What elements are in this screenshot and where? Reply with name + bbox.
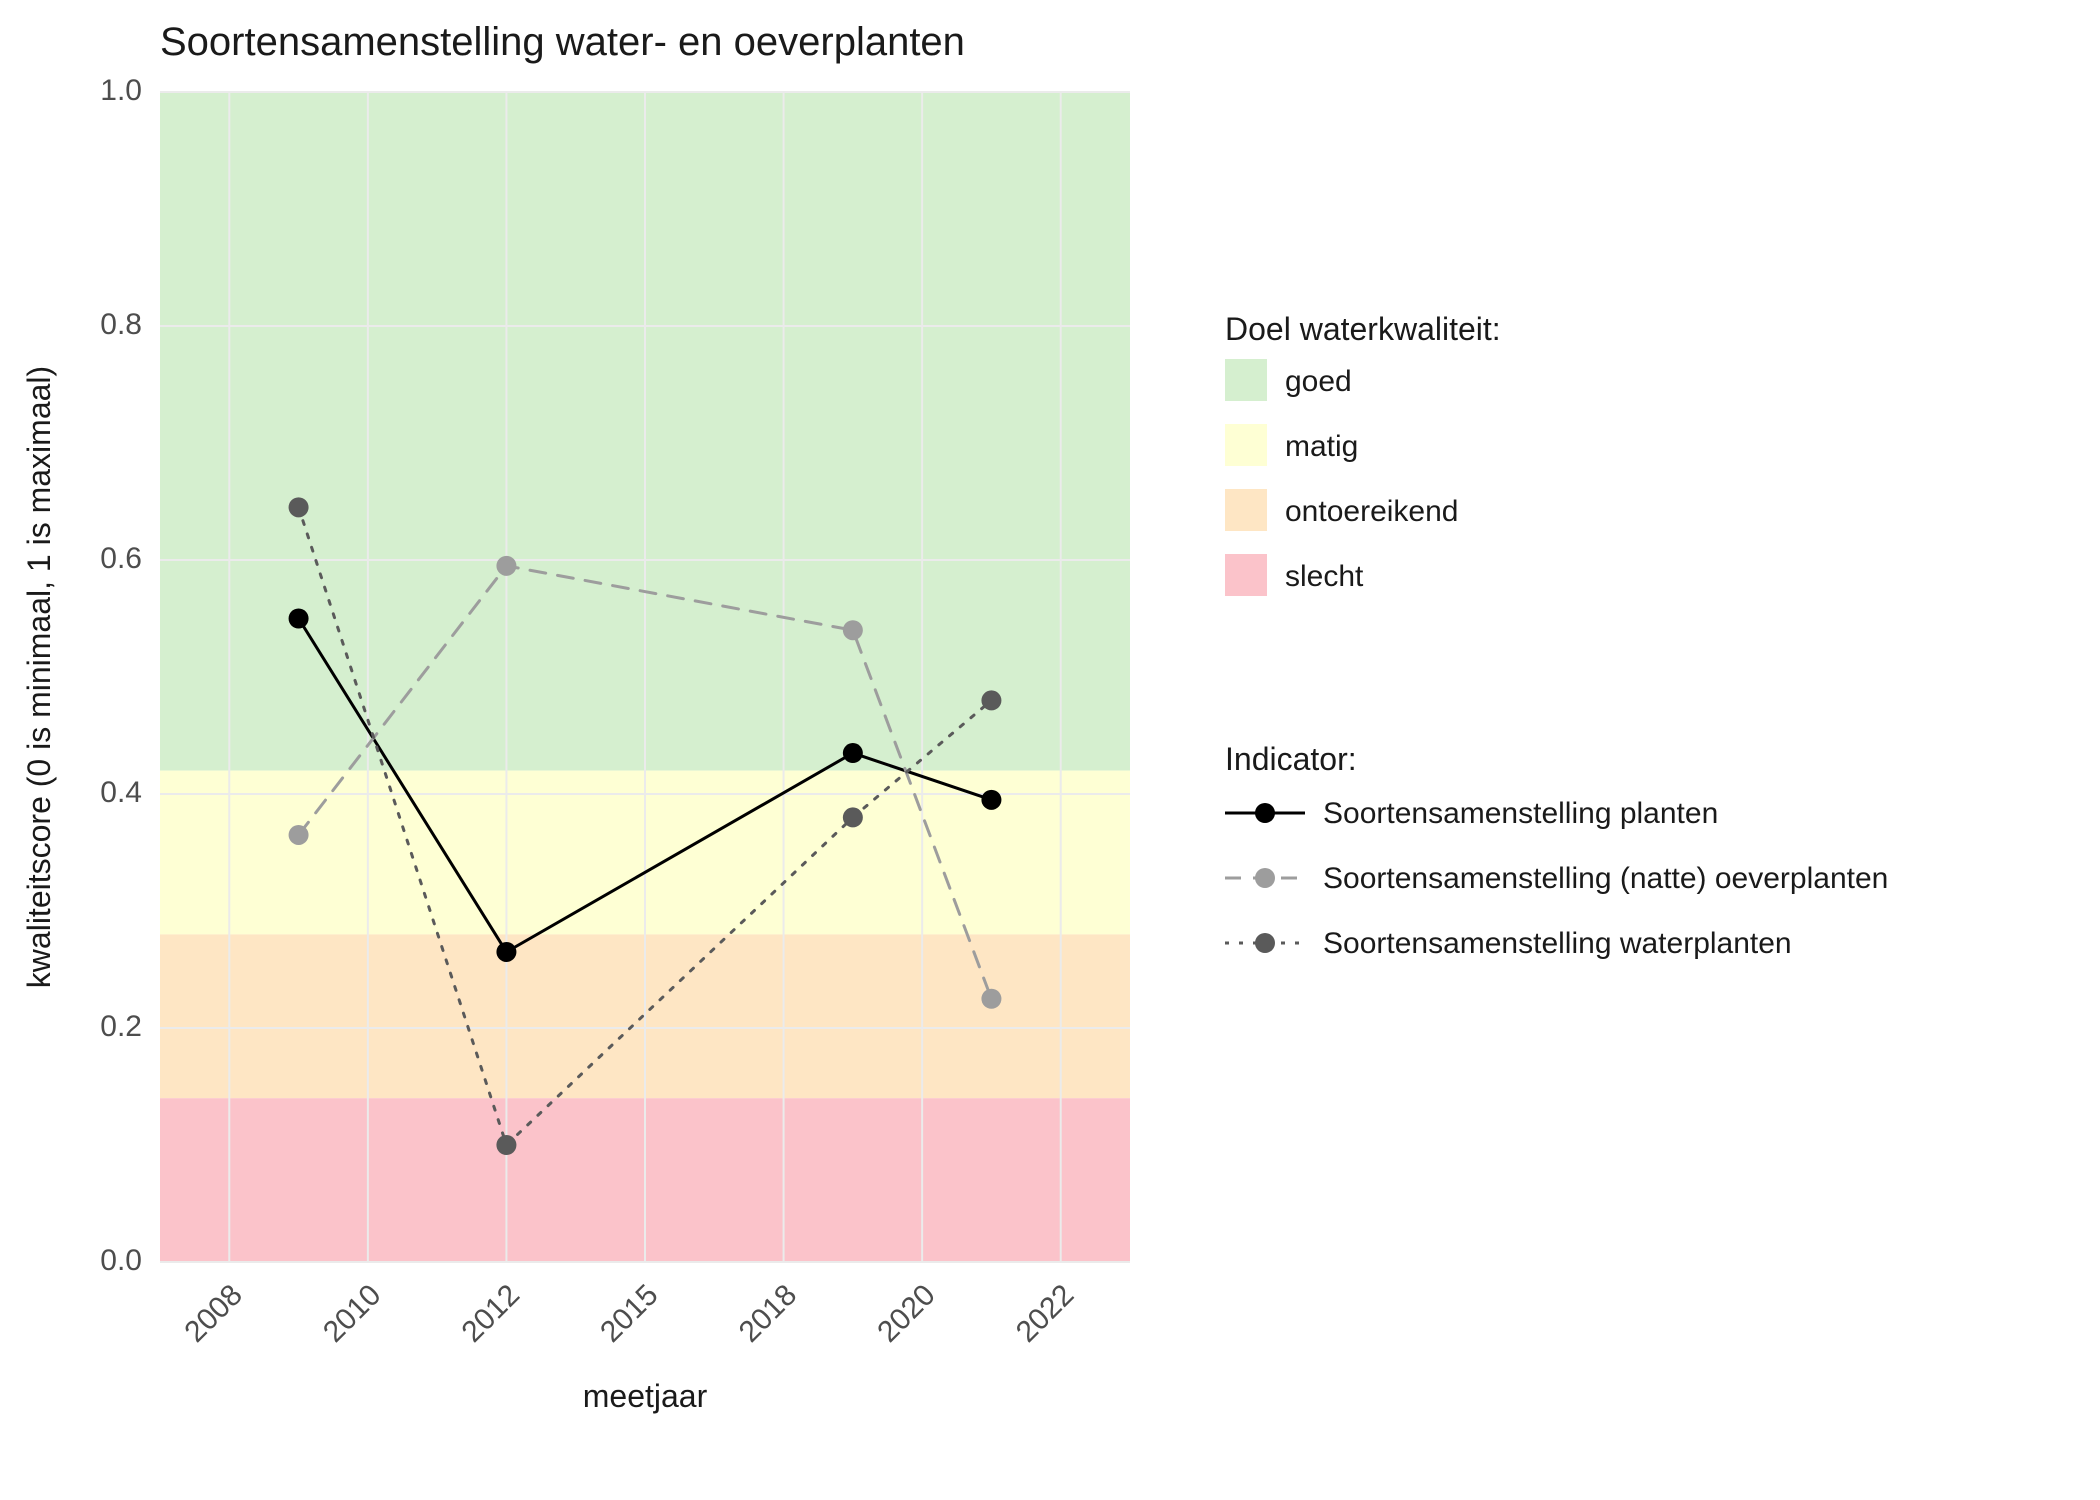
legend-series-marker-waterplanten: [1255, 933, 1275, 953]
series-point-oeverplanten: [843, 620, 863, 640]
y-tick-label: 0.2: [100, 1010, 142, 1043]
legend-bands-title: Doel waterkwaliteit:: [1225, 311, 1501, 347]
legend-swatch-goed: [1225, 359, 1267, 401]
legend-swatch-ontoereikend: [1225, 489, 1267, 531]
y-tick-label: 0.6: [100, 542, 142, 575]
series-point-waterplanten: [496, 1135, 516, 1155]
series-point-oeverplanten: [496, 556, 516, 576]
x-tick-label: 2020: [871, 1278, 942, 1349]
y-tick-label: 0.0: [100, 1244, 142, 1277]
legend-band-label-matig: matig: [1285, 430, 1358, 463]
y-axis-label: kwaliteitscore (0 is minimaal, 1 is maxi…: [21, 366, 57, 988]
legend-series-label-oeverplanten: Soortensamenstelling (natte) oeverplante…: [1323, 862, 1888, 895]
series-point-planten: [496, 942, 516, 962]
x-tick-label: 2022: [1010, 1278, 1081, 1349]
legend-series-marker-oeverplanten: [1255, 868, 1275, 888]
x-tick-label: 2012: [456, 1278, 527, 1349]
series-point-waterplanten: [843, 807, 863, 827]
series-point-waterplanten: [289, 497, 309, 517]
legend-swatch-slecht: [1225, 554, 1267, 596]
y-tick-label: 1.0: [100, 74, 142, 107]
x-tick-label: 2015: [594, 1278, 665, 1349]
series-point-planten: [289, 609, 309, 629]
legend-band-label-goed: goed: [1285, 365, 1352, 398]
legend-band-label-slecht: slecht: [1285, 560, 1364, 593]
legend-band-label-ontoereikend: ontoereikend: [1285, 495, 1458, 528]
chart-title: Soortensamenstelling water- en oeverplan…: [160, 20, 965, 64]
legend-series-label-planten: Soortensamenstelling planten: [1323, 797, 1718, 830]
x-axis-label: meetjaar: [583, 1378, 708, 1414]
x-tick-label: 2010: [317, 1278, 388, 1349]
y-tick-label: 0.8: [100, 308, 142, 341]
chart-container: 0.0 0.2 0.4 0.6 0.8 1.0 2008 2010 2012 2015 2018 20…: [0, 0, 2100, 1500]
y-tick-label: 0.4: [100, 776, 142, 809]
legend-series-label-waterplanten: Soortensamenstelling waterplanten: [1323, 927, 1792, 960]
legend-series-marker-planten: [1255, 803, 1275, 823]
series-point-oeverplanten: [981, 989, 1001, 1009]
series-point-planten: [981, 790, 1001, 810]
chart-svg: 0.0 0.2 0.4 0.6 0.8 1.0 2008 2010 2012 2015 2018 20…: [0, 0, 2100, 1500]
series-point-oeverplanten: [289, 825, 309, 845]
x-tick-label: 2018: [733, 1278, 804, 1349]
x-tick-label: 2008: [178, 1278, 249, 1349]
legend-swatch-matig: [1225, 424, 1267, 466]
series-point-waterplanten: [981, 690, 1001, 710]
series-point-planten: [843, 743, 863, 763]
legend-series-title: Indicator:: [1225, 741, 1357, 777]
